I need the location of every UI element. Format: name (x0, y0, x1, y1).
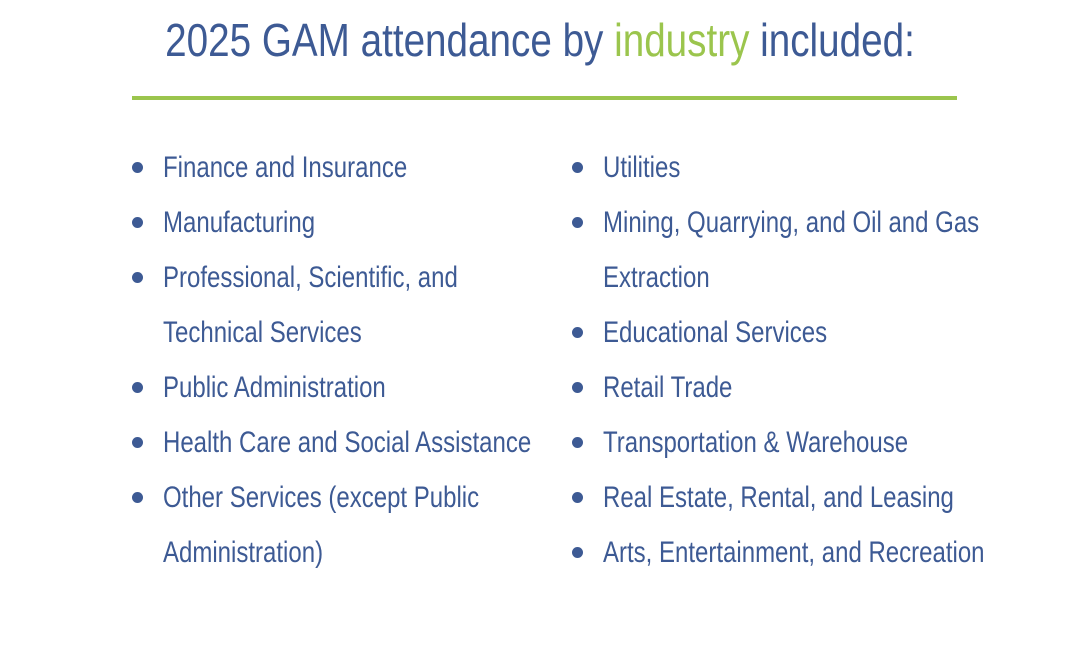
list-item-label: Real Estate, Rental, and Leasing (603, 481, 954, 514)
bullet-icon (132, 437, 143, 448)
title-prefix: 2025 GAM attendance by (165, 14, 615, 66)
list-item: Public Administration (132, 360, 532, 415)
bullet-icon (572, 547, 583, 558)
list-item-label: Utilities (603, 151, 681, 184)
page-title: 2025 GAM attendance by industry included… (86, 8, 993, 72)
bullet-icon (132, 217, 143, 228)
list-item: Real Estate, Rental, and Leasing (572, 470, 992, 525)
title-accent-word: industry (614, 14, 750, 66)
list-item: Health Care and Social Assistance (132, 415, 532, 470)
industry-list-right: Utilities Mining, Quarrying, and Oil and… (572, 140, 992, 580)
list-item-label: Mining, Quarrying, and Oil and Gas Extra… (603, 206, 980, 294)
list-item-label: Retail Trade (603, 371, 733, 404)
list-item-label: Other Services (except Public Administra… (163, 481, 480, 569)
list-item: Utilities (572, 140, 992, 195)
list-item-label: Professional, Scientific, and Technical … (163, 261, 458, 349)
industry-list-left: Finance and Insurance Manufacturing Prof… (132, 140, 532, 580)
title-divider (132, 96, 957, 100)
list-item: Retail Trade (572, 360, 992, 415)
bullet-icon (572, 217, 583, 228)
list-item-label: Public Administration (163, 371, 386, 404)
bullet-icon (572, 327, 583, 338)
bullet-icon (132, 492, 143, 503)
list-item: Arts, Entertainment, and Recreation (572, 525, 992, 580)
bullet-icon (132, 162, 143, 173)
list-item: Educational Services (572, 305, 992, 360)
list-item: Manufacturing (132, 195, 532, 250)
bullet-icon (572, 162, 583, 173)
list-item-label: Educational Services (603, 316, 828, 349)
list-item-label: Manufacturing (163, 206, 316, 239)
bullet-icon (132, 382, 143, 393)
list-item-label: Arts, Entertainment, and Recreation (603, 536, 985, 569)
bullet-icon (132, 272, 143, 283)
list-item-label: Health Care and Social Assistance (163, 426, 532, 459)
list-item: Mining, Quarrying, and Oil and Gas Extra… (572, 195, 992, 305)
list-item: Finance and Insurance (132, 140, 532, 195)
bullet-icon (572, 437, 583, 448)
list-item-label: Finance and Insurance (163, 151, 408, 184)
title-suffix: included: (749, 14, 915, 66)
list-item: Other Services (except Public Administra… (132, 470, 532, 580)
list-item: Transportation & Warehouse (572, 415, 992, 470)
list-item: Professional, Scientific, and Technical … (132, 250, 532, 360)
bullet-icon (572, 382, 583, 393)
list-item-label: Transportation & Warehouse (603, 426, 909, 459)
bullet-icon (572, 492, 583, 503)
